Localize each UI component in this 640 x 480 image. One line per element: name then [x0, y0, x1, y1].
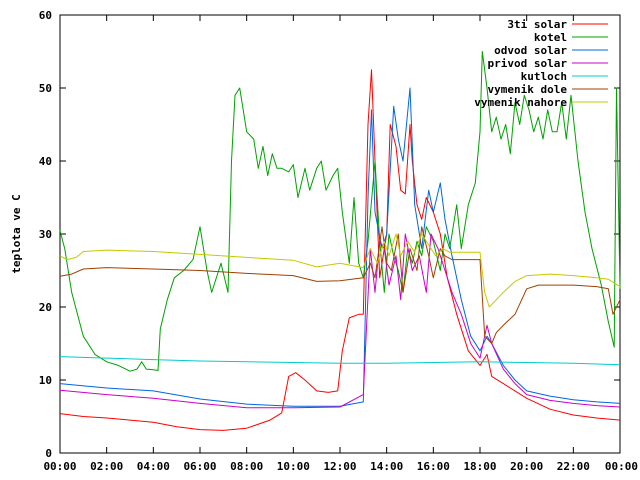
x-tick-label: 02:00: [90, 460, 123, 473]
x-tick-label: 04:00: [137, 460, 170, 473]
y-tick-label: 30: [39, 228, 52, 241]
series-line-4: [59, 356, 621, 366]
x-tick-label: 10:00: [277, 460, 310, 473]
y-tick-label: 20: [39, 301, 52, 314]
series-line-5: [59, 226, 621, 344]
legend-label: privod solar: [488, 57, 568, 70]
legend-label: vymenik dole: [488, 83, 568, 96]
legend-label: 3ti solar: [507, 18, 567, 31]
y-tick-label: 0: [45, 447, 52, 460]
x-tick-label: 00:00: [43, 460, 76, 473]
x-tick-label: 16:00: [417, 460, 450, 473]
legend-label: kutloch: [521, 70, 567, 83]
y-axis-title: teplota ve C: [10, 194, 23, 273]
series-line-6: [59, 233, 621, 308]
y-tick-label: 40: [39, 155, 52, 168]
legend-label: odvod solar: [494, 44, 567, 57]
x-tick-label: 12:00: [323, 460, 356, 473]
axis-ticks: 0 10 20 30 40 50 60 00:00 02:00 04:00 06:00 08:00 10…: [39, 9, 638, 473]
series-line-2: [59, 87, 621, 407]
series-lines: [59, 51, 621, 431]
legend-label: vymenik nahore: [474, 96, 567, 109]
x-tick-label: 00:00: [605, 460, 638, 473]
x-tick-label: 14:00: [370, 460, 403, 473]
x-tick-label: 22:00: [557, 460, 590, 473]
x-tick-label: 20:00: [510, 460, 543, 473]
series-line-3: [59, 233, 621, 409]
series-line-1: [59, 51, 621, 372]
y-tick-label: 10: [39, 374, 52, 387]
x-tick-label: 18:00: [463, 460, 496, 473]
x-tick-label: 08:00: [230, 460, 263, 473]
legend-label: kotel: [534, 31, 567, 44]
x-tick-label: 06:00: [183, 460, 216, 473]
y-tick-label: 60: [39, 9, 52, 22]
y-tick-label: 50: [39, 82, 52, 95]
